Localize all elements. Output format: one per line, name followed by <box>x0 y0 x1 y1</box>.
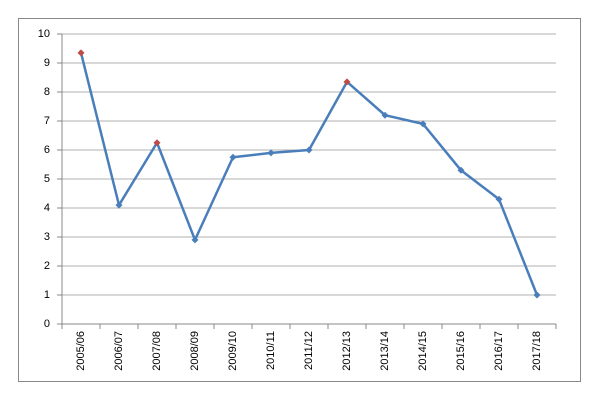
marker <box>229 153 237 161</box>
marker <box>77 49 85 57</box>
y-tick-label: 4 <box>44 202 50 214</box>
y-tick-label: 7 <box>44 115 50 127</box>
y-tick-label: 9 <box>44 57 50 69</box>
y-tick-label: 10 <box>38 28 50 40</box>
marker <box>115 201 123 209</box>
x-tick-label: 2006/07 <box>113 331 125 371</box>
marker <box>153 139 161 147</box>
y-tick-label: 8 <box>44 86 50 98</box>
x-tick-label: 2012/13 <box>341 331 353 371</box>
x-tick-label: 2016/17 <box>493 331 505 371</box>
x-tick-label: 2014/15 <box>417 331 429 371</box>
marker <box>457 166 465 174</box>
y-tick-label: 0 <box>44 318 50 330</box>
marker <box>495 195 503 203</box>
marker <box>343 78 351 86</box>
y-tick-label: 1 <box>44 289 50 301</box>
marker <box>419 120 427 128</box>
x-tick-label: 2015/16 <box>455 331 467 371</box>
marker <box>305 146 313 154</box>
x-tick-label: 2017/18 <box>531 331 543 371</box>
x-tick-label: 2008/09 <box>189 331 201 371</box>
x-tick-label: 2007/08 <box>151 331 163 371</box>
chart-border <box>18 18 581 382</box>
y-tick-label: 2 <box>44 260 50 272</box>
marker <box>381 111 389 119</box>
y-tick-label: 6 <box>44 144 50 156</box>
marker <box>533 291 541 299</box>
y-tick-label: 5 <box>44 173 50 185</box>
x-tick-label: 2010/11 <box>265 331 277 370</box>
marker <box>191 236 199 244</box>
x-tick-label: 2013/14 <box>379 331 391 371</box>
x-tick-label: 2011/12 <box>303 331 315 370</box>
x-tick-label: 2009/10 <box>227 331 239 371</box>
marker <box>267 149 275 157</box>
y-tick-label: 3 <box>44 231 50 243</box>
x-tick-label: 2005/06 <box>75 331 87 371</box>
